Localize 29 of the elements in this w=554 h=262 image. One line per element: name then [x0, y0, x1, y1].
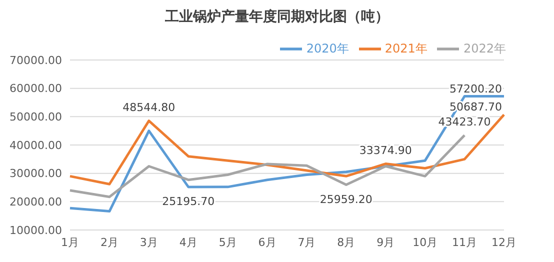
x-tick-label: 7月: [298, 236, 316, 249]
x-tick-label: 12月: [492, 236, 516, 249]
x-tick-label: 11月: [452, 236, 478, 249]
chart-title: 工业锅炉产量年度同期对比图（吨）: [164, 8, 390, 27]
y-tick-label: 70000.00: [10, 54, 62, 67]
y-tick-label: 40000.00: [10, 138, 62, 152]
data-label: 25959.20: [320, 192, 372, 206]
x-tick-label: 6月: [258, 236, 276, 249]
x-tick-label: 9月: [376, 236, 395, 249]
y-tick-label: 60000.00: [10, 82, 62, 96]
data-label: 25195.70: [162, 194, 215, 208]
data-label: 57200.20: [450, 82, 502, 96]
x-tick-label: 3月: [140, 236, 158, 249]
x-tick-label: 1月: [61, 236, 79, 249]
x-tick-label: 5月: [218, 236, 237, 249]
y-tick-label: 20000.00: [10, 196, 62, 209]
x-tick-label: 4月: [179, 236, 198, 249]
line-series: [68, 113, 506, 186]
data-label: 33374.90: [359, 144, 412, 157]
y-tick-label: 50000.00: [10, 110, 62, 124]
x-tick-label: 2月: [100, 236, 118, 249]
x-tick-label: 8月: [337, 236, 356, 249]
legend-label: 2022年: [463, 41, 506, 56]
y-tick-label: 10000.00: [10, 224, 62, 237]
y-tick-label: 30000.00: [10, 167, 62, 180]
legend-label: 2020年: [306, 41, 349, 56]
data-label: 48544.80: [122, 100, 176, 114]
x-tick-label: 10月: [412, 236, 438, 249]
legend-label: 2021年: [384, 41, 428, 56]
